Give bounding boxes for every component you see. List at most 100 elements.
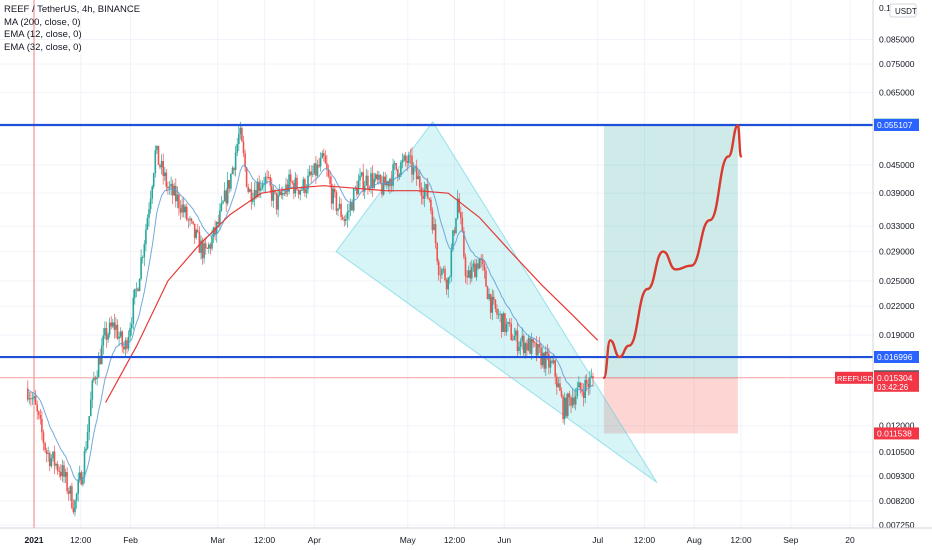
candle-body bbox=[30, 398, 32, 400]
candle-body bbox=[590, 376, 593, 378]
price-tick: 0.029000 bbox=[879, 247, 915, 257]
candle-body bbox=[80, 472, 83, 485]
candle-body bbox=[27, 388, 29, 400]
candle-body bbox=[374, 174, 377, 179]
candle-body bbox=[220, 203, 223, 211]
candle-body bbox=[480, 259, 482, 260]
candle-body bbox=[244, 153, 246, 168]
candle-body bbox=[415, 166, 418, 180]
candle-body bbox=[589, 377, 591, 388]
position-areas bbox=[0, 125, 873, 434]
candle-body bbox=[567, 393, 569, 416]
candle-body bbox=[338, 203, 341, 209]
candle-body bbox=[587, 383, 590, 387]
legend-ma200[interactable]: MA (200, close, 0) bbox=[4, 16, 81, 28]
candle-body bbox=[94, 377, 97, 380]
candle-body bbox=[296, 177, 298, 190]
candle-body bbox=[491, 296, 494, 313]
candle-body bbox=[474, 263, 476, 278]
candle-body bbox=[31, 398, 34, 400]
candle-body bbox=[102, 335, 105, 346]
candle-body bbox=[357, 180, 360, 195]
candle-body bbox=[164, 172, 166, 176]
candle-body bbox=[379, 174, 382, 183]
candle-body bbox=[571, 397, 574, 406]
candle-body bbox=[560, 390, 563, 397]
stop-zone bbox=[603, 377, 738, 434]
candle-body bbox=[310, 171, 312, 175]
candle-body bbox=[249, 189, 251, 192]
candle-body bbox=[395, 163, 397, 170]
candle-body bbox=[72, 507, 75, 513]
candle-body bbox=[252, 199, 254, 202]
time-tick: 12:00 bbox=[634, 535, 656, 545]
candle-body bbox=[505, 323, 508, 332]
legend-ema12[interactable]: EMA (12, close, 0) bbox=[4, 29, 82, 40]
candle-body bbox=[90, 399, 92, 417]
time-axis[interactable]: 2021 12:00 Feb Mar 12:00 Apr May 12:00 Jun Jul 12:… bbox=[0, 527, 932, 550]
candle-body bbox=[45, 450, 48, 454]
time-tick: Feb bbox=[123, 535, 138, 545]
candle-body bbox=[579, 382, 582, 390]
candle-body bbox=[241, 127, 243, 142]
candle-body bbox=[182, 204, 185, 213]
time-tick: 20 bbox=[845, 535, 855, 545]
time-tick: May bbox=[400, 535, 417, 545]
candle-body bbox=[406, 161, 408, 163]
candle-body bbox=[592, 376, 594, 379]
candle-body bbox=[378, 174, 380, 180]
candle-body bbox=[563, 397, 566, 420]
candle-body bbox=[434, 224, 437, 244]
candle-body bbox=[228, 180, 231, 189]
candle-body bbox=[510, 323, 512, 340]
candle-body bbox=[321, 153, 323, 159]
price-tick: 0.008200 bbox=[879, 496, 915, 506]
candle-body bbox=[455, 218, 457, 233]
price-axis[interactable]: 0.10 0.085000 0.075000 0.065000 0.045000 0.03… bbox=[835, 0, 932, 550]
candle-body bbox=[151, 186, 153, 199]
candle-body bbox=[499, 313, 501, 315]
candle-body bbox=[280, 191, 283, 196]
candle-body bbox=[450, 249, 453, 277]
candle-body bbox=[463, 231, 465, 257]
candle-body bbox=[449, 276, 451, 278]
legend-ema32[interactable]: EMA (32, close, 0) bbox=[4, 41, 82, 53]
candle-body bbox=[345, 219, 347, 221]
candle-body bbox=[41, 418, 43, 433]
candle-body bbox=[134, 288, 136, 298]
candle-body bbox=[433, 224, 435, 231]
candle-body bbox=[408, 155, 410, 163]
candle-body bbox=[269, 177, 272, 186]
candle-body bbox=[64, 472, 67, 477]
candle-body bbox=[113, 322, 116, 330]
candle-body bbox=[264, 176, 267, 185]
candle-body bbox=[91, 380, 94, 400]
candle-body bbox=[324, 156, 327, 164]
time-tick: Aug bbox=[687, 535, 702, 545]
candle-body bbox=[337, 208, 339, 211]
price-marker bbox=[874, 119, 919, 131]
price-tick: 0.085000 bbox=[879, 34, 915, 44]
candle-body bbox=[52, 451, 54, 459]
candle-body bbox=[370, 173, 372, 189]
candle-body bbox=[277, 195, 279, 210]
candle-body bbox=[464, 256, 467, 277]
price-tick: 0.039000 bbox=[879, 188, 915, 198]
candle-body bbox=[530, 339, 533, 354]
price-tick-top: 0.10 bbox=[879, 3, 896, 13]
candle-body bbox=[38, 411, 40, 415]
candle-body bbox=[154, 150, 157, 174]
candle-body bbox=[556, 376, 558, 388]
candle-body bbox=[504, 313, 506, 332]
candle-body bbox=[234, 152, 237, 170]
candle-body bbox=[332, 188, 334, 204]
candle-body bbox=[255, 190, 257, 198]
candle-body bbox=[236, 144, 238, 153]
candle-body bbox=[132, 297, 135, 324]
candle-body bbox=[208, 244, 210, 249]
candle-body bbox=[447, 277, 449, 290]
symbol-title[interactable]: REEF / TetherUS, 4h, BINANCE bbox=[4, 4, 141, 15]
candle-body bbox=[219, 210, 221, 225]
candle-body bbox=[500, 313, 503, 332]
